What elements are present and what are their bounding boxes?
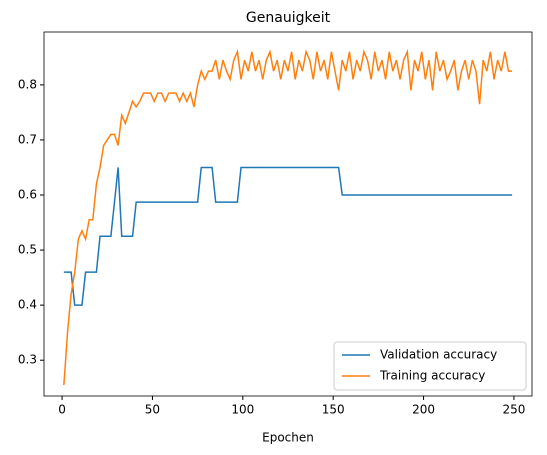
chart-title: Genauigkeit <box>246 10 331 26</box>
x-axis-label: Epochen <box>262 431 314 445</box>
x-tick-label: 250 <box>502 403 525 417</box>
legend-label: Training accuracy <box>379 369 485 383</box>
x-tick-label: 50 <box>145 403 160 417</box>
plot-frame <box>43 31 533 397</box>
x-tick-label: 100 <box>231 403 254 417</box>
y-tick-label: 0.5 <box>18 243 37 257</box>
y-tick-label: 0.6 <box>18 188 37 202</box>
y-tick-label: 0.3 <box>18 353 37 367</box>
line-series <box>63 166 513 306</box>
legend-label: Validation accuracy <box>380 348 497 362</box>
line-series <box>63 48 513 386</box>
legend-box <box>333 341 527 391</box>
x-tick-label: 200 <box>412 403 435 417</box>
y-tick-label: 0.8 <box>18 77 37 91</box>
y-tick-label: 0.4 <box>18 298 37 312</box>
x-tick-label: 0 <box>58 403 66 417</box>
x-tick-label: 150 <box>322 403 345 417</box>
y-tick-label: 0.7 <box>18 132 37 146</box>
